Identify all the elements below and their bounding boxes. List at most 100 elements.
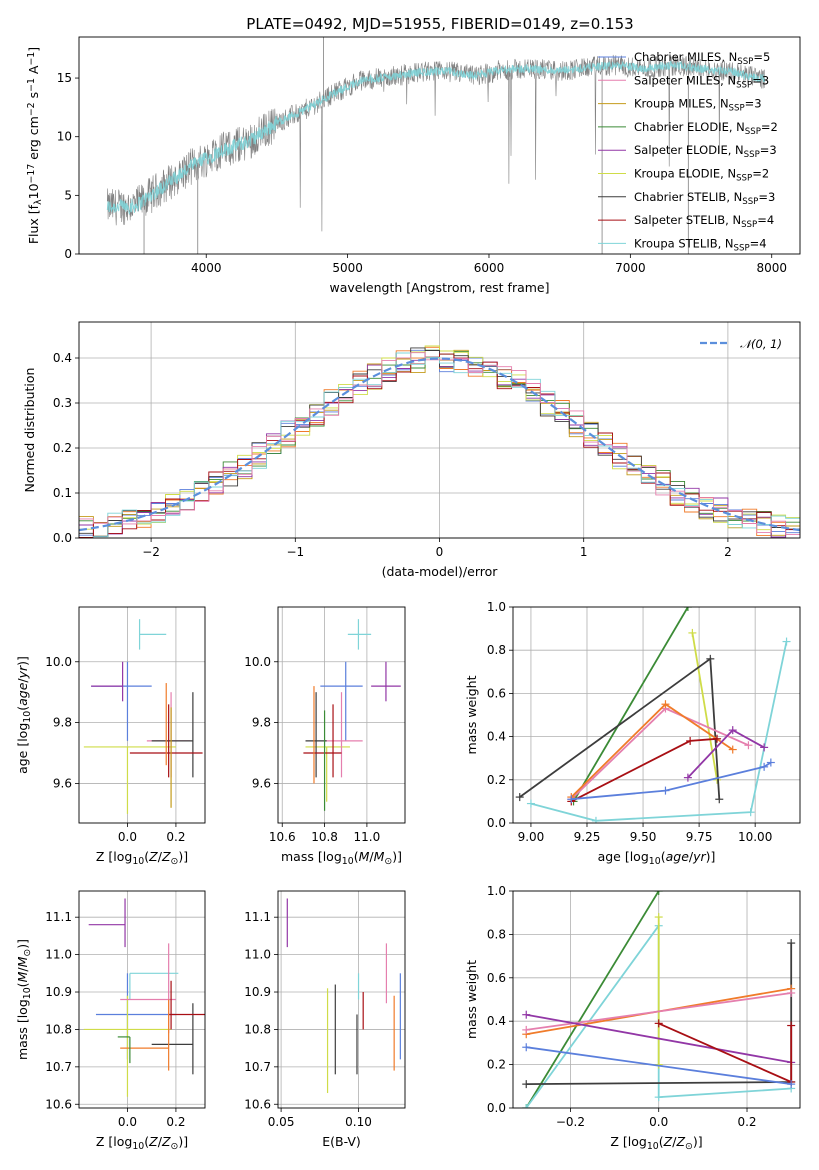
x-tick-label: 9.50 <box>630 830 657 844</box>
errorbar-point <box>88 898 126 948</box>
weight-marker <box>515 793 524 802</box>
y-tick-label: 9.8 <box>252 716 271 730</box>
errorbar-point <box>151 692 194 778</box>
weight-marker <box>522 1010 531 1019</box>
x-axis-label: E(B-V) <box>322 1134 361 1149</box>
y-tick-label: 10.0 <box>244 655 271 669</box>
weight-marker <box>686 736 695 745</box>
figure-title: PLATE=0492, MJD=51955, FIBERID=0149, z=0… <box>246 15 633 33</box>
errorbar-point <box>117 1036 131 1064</box>
plot-area-mass-vs-ebv <box>286 898 401 1094</box>
legend-entry: Kroupa ELODIE, NSSP=2 <box>634 167 769 184</box>
y-tick-label: 0.8 <box>487 927 506 941</box>
x-tick-label: 9.25 <box>574 830 601 844</box>
weight-marker <box>688 628 697 637</box>
plot-area-mass-vs-Z <box>83 898 205 1097</box>
x-tick-label: 10.6 <box>269 830 296 844</box>
errorbar-point <box>371 661 401 702</box>
weight-series-line <box>571 761 772 801</box>
x-tick-label: 4000 <box>191 261 222 275</box>
plot-area-residuals <box>79 345 800 538</box>
weight-marker <box>787 988 796 997</box>
weight-series-line <box>570 703 734 798</box>
y-tick-label: 10.6 <box>45 1097 72 1111</box>
y-tick-label: 0.2 <box>487 773 506 787</box>
y-tick-label: 0.2 <box>53 441 72 455</box>
errorbar-point <box>120 943 176 1034</box>
weight-series-line <box>572 607 689 802</box>
weight-series-line <box>530 641 788 822</box>
histogram-series <box>79 352 800 536</box>
y-axis-label: mass [log10(M/M⊙)] <box>15 939 33 1060</box>
errorbar-point <box>305 692 327 778</box>
axes-weight-vs-Z: −0.2 0.0 0.2 0.0 0.2 0.4 0.6 0.8 1.0 Z [log10(Z/Z… <box>464 884 801 1152</box>
y-tick-label: 9.6 <box>53 776 72 790</box>
y-axis-label: age [log10(age/yr)] <box>15 656 33 774</box>
x-tick-label: 10.00 <box>738 830 772 844</box>
axes-frame <box>277 890 406 1109</box>
weight-marker <box>654 913 663 922</box>
y-tick-label: 9.6 <box>252 776 271 790</box>
y-tick-label: 9.8 <box>53 716 72 730</box>
axes-frame <box>512 890 801 1109</box>
weight-marker <box>522 1043 531 1052</box>
y-tick-label: 11.0 <box>244 948 271 962</box>
y-axis-label: Flux [fλ10−17 erg cm−2 s−1 A−1] <box>26 47 44 244</box>
y-tick-label: 5 <box>64 188 72 202</box>
weight-marker <box>591 816 600 823</box>
x-tick-label: 0.10 <box>345 1115 372 1129</box>
axes-age-vs-mass: 10.6 10.8 11.0 9.6 9.8 10.0 mass [log10(M/M⊙)] <box>244 606 406 867</box>
legend-entry: Kroupa STELIB, NSSP=4 <box>634 236 767 253</box>
spectrum-legend: Chabrier MILES, NSSP=5 Salpeter MILES, NS… <box>598 50 778 253</box>
errorbar-point <box>151 1003 194 1075</box>
x-axis-label: mass [log10(M/M⊙)] <box>281 849 402 867</box>
y-tick-label: 0.2 <box>487 1058 506 1072</box>
weight-marker <box>522 1104 531 1108</box>
x-tick-label: 6000 <box>474 261 505 275</box>
y-axis-label: mass weight <box>464 675 479 754</box>
legend-entry: Salpeter STELIB, NSSP=4 <box>634 213 774 230</box>
weight-marker <box>522 1080 531 1089</box>
x-tick-label: 0.2 <box>166 1115 185 1129</box>
x-tick-label: 0.0 <box>118 1115 137 1129</box>
y-tick-label: 10.8 <box>244 1022 271 1036</box>
x-axis-label: (data-model)/error <box>382 564 499 579</box>
x-tick-label: −2 <box>142 545 160 559</box>
y-tick-label: 10.8 <box>45 1022 72 1036</box>
x-axis-label: age [log10(age/yr)] <box>598 849 716 867</box>
x-tick-label: 0.0 <box>649 1115 668 1129</box>
weight-series-line <box>526 1013 792 1064</box>
errorbar-point <box>138 619 167 650</box>
weight-marker <box>526 799 535 808</box>
plot-area-age-vs-Z <box>83 619 203 814</box>
y-tick-label: 0.0 <box>53 531 72 545</box>
weight-marker <box>683 773 692 782</box>
x-tick-label: −1 <box>286 545 304 559</box>
x-tick-label: 0.2 <box>166 830 185 844</box>
y-tick-label: 10.7 <box>45 1060 72 1074</box>
y-tick-label: 10.7 <box>244 1060 271 1074</box>
y-tick-label: 0.8 <box>487 643 506 657</box>
y-tick-label: 0.1 <box>53 486 72 500</box>
axes-weight-vs-age: 9.00 9.25 9.50 9.75 10.00 0.0 0.2 0.4 0.6 0.8 1.0 a… <box>464 600 801 867</box>
errorbar-point <box>320 661 363 741</box>
y-tick-label: 10.0 <box>45 655 72 669</box>
x-tick-label: 9.00 <box>518 830 545 844</box>
legend-entry: Kroupa MILES, NSSP=3 <box>634 97 762 114</box>
legend-entry: Chabrier ELODIE, NSSP=2 <box>634 120 778 137</box>
plot-area-weight-vs-age <box>515 607 791 823</box>
weight-marker <box>706 654 715 663</box>
weight-marker <box>760 762 769 771</box>
x-axis-label: Z [log10(Z/Z⊙)] <box>610 1134 702 1152</box>
legend-entry: 𝒩(0, 1) <box>740 337 782 351</box>
weight-marker <box>760 743 769 752</box>
weight-series-line <box>526 1046 792 1085</box>
weight-marker <box>787 939 796 948</box>
axes-frame <box>78 36 801 255</box>
y-tick-label: 0.0 <box>487 816 506 830</box>
x-tick-label: 1 <box>580 545 588 559</box>
weight-marker <box>782 637 791 646</box>
y-tick-label: 0.0 <box>487 1101 506 1115</box>
y-tick-label: 0 <box>64 247 72 261</box>
weight-marker <box>661 786 670 795</box>
